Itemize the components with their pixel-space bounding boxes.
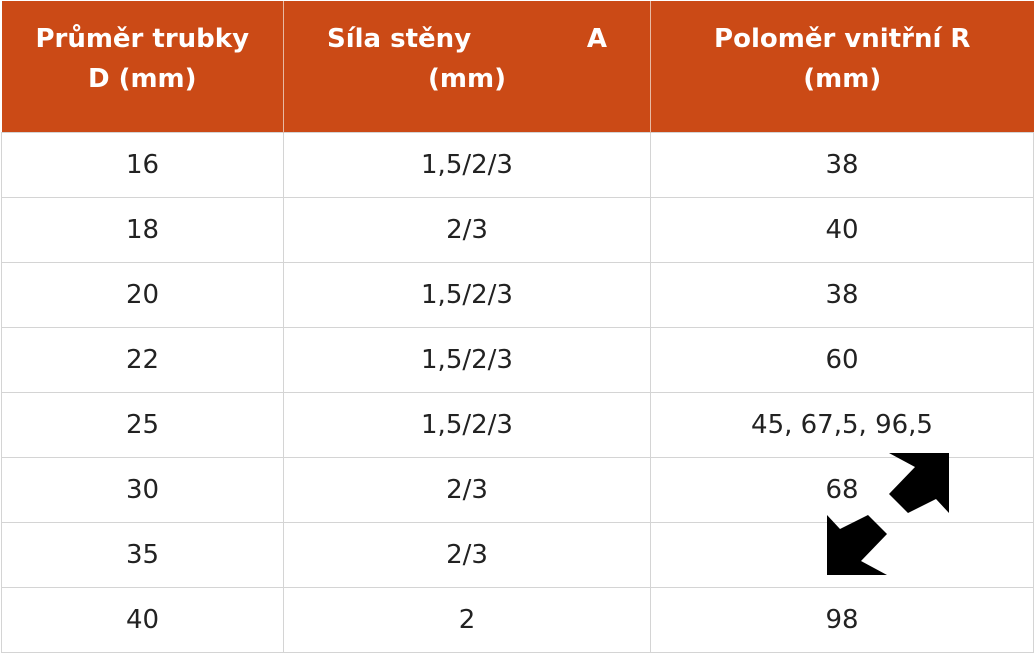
- cell-wall-thickness: 2/3: [283, 456, 651, 523]
- header-row: Průměr trubky D (mm) Síla stěny A (mm) Polo…: [1, 1, 1034, 132]
- cell-diameter: 40: [1, 586, 284, 653]
- cell-inner-radius: 60: [650, 326, 1034, 393]
- cell-diameter: 22: [1, 326, 284, 393]
- cell-wall-thickness: 1,5/2/3: [283, 326, 651, 393]
- header-diameter: Průměr trubky D (mm): [1, 1, 284, 132]
- cell-diameter: 20: [1, 261, 284, 328]
- cell-wall-thickness: 1,5/2/3: [283, 391, 651, 458]
- table-row: 22 1,5/2/3 60: [1, 326, 1034, 393]
- table-row: 30 2/3 68: [1, 456, 1034, 523]
- cell-diameter: 25: [1, 391, 284, 458]
- cell-wall-thickness: 1,5/2/3: [283, 261, 651, 328]
- cell-inner-radius: 38: [650, 131, 1034, 198]
- cell-diameter: 16: [1, 131, 284, 198]
- table-row: 18 2/3 40: [1, 196, 1034, 263]
- table-row: 25 1,5/2/3 45, 67,5, 96,5: [1, 391, 1034, 458]
- cell-wall-thickness: 2/3: [283, 196, 651, 263]
- cell-inner-radius: 45, 67,5, 96,5: [650, 391, 1034, 458]
- table-row: 352/39: [1, 521, 1034, 588]
- header-inner-radius: Poloměr vnitřní R (mm): [650, 1, 1034, 132]
- resize-diagonal-icon[interactable]: [827, 453, 949, 575]
- arrow-up-right: [889, 453, 949, 513]
- cell-inner-radius: 98: [650, 586, 1034, 653]
- cell-wall-thickness: 2: [283, 586, 651, 653]
- cell-diameter: 18: [1, 196, 284, 263]
- cell-inner-radius: 38: [650, 261, 1034, 328]
- cell-wall-thickness: 1,5/2/3: [283, 131, 651, 198]
- cell-diameter: 30: [1, 456, 284, 523]
- cell-inner-radius: 40: [650, 196, 1034, 263]
- cell-wall-thickness: 2/3: [283, 521, 651, 588]
- header-wall-thickness: Síla stěny A (mm): [283, 1, 651, 132]
- table-row: 20 1,5/2/3 38: [1, 261, 1034, 328]
- table-row: 40 2 98: [1, 586, 1034, 653]
- arrow-down-left: [827, 515, 887, 575]
- table-row: 16 1,5/2/3 38: [1, 131, 1034, 198]
- cell-diameter: 35: [1, 521, 284, 588]
